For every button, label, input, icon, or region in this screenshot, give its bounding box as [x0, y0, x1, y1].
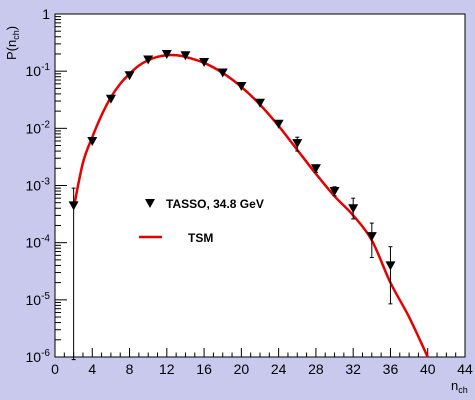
- data-point: [329, 187, 340, 197]
- x-axis-title-main: n: [451, 378, 458, 393]
- y-tick-label: 10-1: [26, 62, 51, 79]
- x-tick-label: 8: [126, 361, 134, 377]
- data-point: [366, 232, 377, 242]
- plot-area: [54, 13, 466, 358]
- y-axis-title-main: P(n: [4, 40, 19, 60]
- x-tick-label: 36: [383, 361, 399, 377]
- data-point: [255, 98, 265, 108]
- y-axis-title-close: ): [4, 26, 19, 30]
- data-point: [124, 71, 135, 81]
- x-tick-label: 20: [234, 361, 250, 377]
- data-point: [273, 119, 284, 129]
- tasso-series-points: [68, 49, 396, 361]
- x-tick-label: 24: [271, 361, 287, 377]
- data-point: [161, 49, 172, 59]
- x-tick-label: 0: [51, 361, 59, 377]
- data-point: [236, 82, 247, 92]
- y-tick-label: 10-5: [26, 291, 51, 308]
- data-point: [217, 68, 228, 78]
- svg-text:P(nch): P(nch): [4, 26, 21, 60]
- y-tick-label: 10-4: [26, 234, 51, 251]
- y-axis-title-sub: ch: [11, 30, 21, 40]
- x-tick-label: 16: [196, 361, 212, 377]
- data-point: [180, 51, 191, 61]
- data-point: [199, 57, 210, 67]
- x-tick-label: 32: [345, 361, 361, 377]
- y-axis-title: P(nch): [4, 26, 21, 60]
- data-point: [292, 139, 303, 149]
- x-tick-label: 28: [308, 361, 324, 377]
- x-tick-label: 12: [159, 361, 175, 377]
- x-axis-title: nch: [451, 378, 468, 395]
- x-tick-label: 40: [420, 361, 436, 377]
- x-tick-label: 44: [457, 361, 473, 377]
- x-axis-title-sub: ch: [458, 385, 468, 395]
- data-point: [68, 201, 79, 211]
- y-tick-labels: 1 10-1 10-2 10-3 10-4 10-5 10-6: [26, 6, 51, 365]
- legend-label-tasso: TASSO, 34.8 GeV: [166, 197, 264, 211]
- data-point: [105, 94, 116, 104]
- svg-text:nch: nch: [451, 378, 468, 395]
- y-tick-label: 10-2: [26, 119, 51, 136]
- data-point: [348, 204, 359, 214]
- legend-marker-tasso: [145, 199, 155, 208]
- x-tick-labels: 0 4 8 12 16 20 24 28 32 36 40 44: [51, 361, 473, 377]
- data-point: [385, 261, 396, 271]
- data-point: [310, 164, 321, 174]
- y-tick-label: 1: [42, 6, 50, 22]
- legend-label-tsm: TSM: [188, 231, 213, 245]
- data-point: [87, 137, 98, 147]
- y-tick-label: 10-6: [26, 348, 51, 365]
- data-point: [143, 55, 154, 65]
- x-tick-label: 4: [88, 361, 96, 377]
- y-tick-label: 10-3: [26, 177, 51, 194]
- axis-ticks: [54, 13, 466, 358]
- legend: TASSO, 34.8 GeV TSM: [139, 197, 264, 245]
